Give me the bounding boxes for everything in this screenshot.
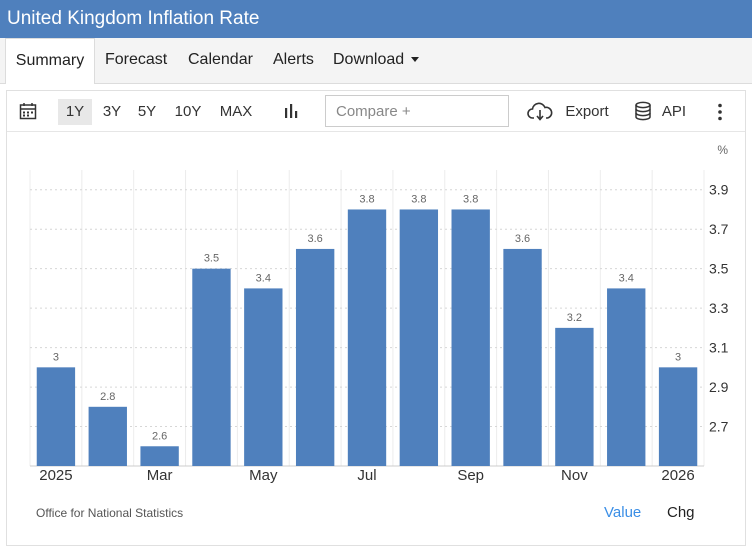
compare-input[interactable]	[325, 95, 509, 127]
bar[interactable]	[88, 406, 127, 466]
bar[interactable]	[607, 288, 646, 466]
database-icon[interactable]	[634, 101, 652, 121]
bar-value-label: 2.6	[152, 430, 167, 442]
tab-calendar[interactable]: Calendar	[188, 51, 253, 68]
bar[interactable]	[192, 268, 231, 466]
bar[interactable]	[555, 327, 594, 466]
bar[interactable]	[451, 209, 490, 466]
bar[interactable]	[295, 248, 335, 466]
x-tick-label: 2026	[661, 467, 694, 484]
bar-value-label: 3	[53, 351, 59, 363]
chart-y-axis: 2.7 2.9 3.1 3.3 3.5 3.7 3.9	[709, 182, 729, 435]
bar-value-label: 3.4	[256, 272, 271, 284]
cloud-download-icon[interactable]	[527, 102, 553, 122]
bar-value-label: 3.6	[515, 233, 530, 245]
chart-bars	[36, 209, 698, 466]
tab-alerts[interactable]: Alerts	[273, 51, 314, 68]
y-tick-label: 2.9	[709, 379, 729, 395]
bar-value-label: 3.8	[359, 193, 374, 205]
chart-x-axis: 2025 Mar May Jul Sep Nov 2026	[39, 467, 695, 484]
y-tick-label: 2.7	[709, 419, 729, 435]
range-1y-button[interactable]: 1Y	[58, 99, 92, 125]
x-tick-label: Sep	[457, 467, 484, 484]
x-tick-label: May	[249, 467, 278, 484]
bar-value-label: 3.8	[411, 193, 426, 205]
bar[interactable]	[36, 367, 76, 466]
tab-bar: Summary Forecast Calendar Alerts Downloa…	[0, 38, 752, 84]
range-max-button[interactable]: MAX	[219, 103, 253, 120]
bar[interactable]	[244, 288, 283, 466]
calendar-icon[interactable]	[19, 102, 37, 120]
y-tick-label: 3.3	[709, 300, 729, 316]
bar-value-label: 3.6	[308, 233, 323, 245]
tab-download-label: Download	[333, 51, 405, 68]
tab-summary[interactable]: Summary	[5, 38, 95, 84]
value-toggle[interactable]: Value	[604, 504, 642, 521]
range-10y-button[interactable]: 10Y	[174, 103, 202, 120]
bar[interactable]	[140, 446, 179, 466]
page-title: United Kingdom Inflation Rate	[0, 0, 752, 38]
x-tick-label: 2025	[39, 467, 72, 484]
chart-data-labels: 3 2.8 2.6 3.5 3.4 3.6 3.8 3.8 3.8 3.6 3.2 3.4 3	[53, 193, 681, 442]
y-tick-label: 3.5	[709, 261, 729, 277]
bar[interactable]	[658, 367, 698, 466]
range-3y-button[interactable]: 3Y	[102, 103, 122, 120]
tab-forecast[interactable]: Forecast	[105, 51, 168, 68]
bar[interactable]	[347, 209, 387, 466]
export-button[interactable]: Export	[565, 103, 609, 120]
bar-value-label: 2.8	[100, 391, 115, 403]
x-tick-label: Mar	[147, 467, 173, 484]
y-unit-label: %	[717, 143, 728, 157]
chevron-down-icon	[411, 57, 420, 63]
chart-toolbar: 1Y 3Y 5Y 10Y MAX Export API	[7, 91, 745, 132]
bar[interactable]	[503, 248, 542, 466]
y-tick-label: 3.1	[709, 340, 729, 356]
more-vertical-icon[interactable]	[717, 103, 723, 121]
bar-value-label: 3.5	[204, 253, 219, 265]
x-tick-label: Jul	[357, 467, 376, 484]
tab-download[interactable]: Download	[333, 38, 420, 84]
x-tick-label: Nov	[561, 467, 588, 484]
y-tick-label: 3.7	[709, 221, 729, 237]
api-button[interactable]: API	[661, 103, 687, 120]
y-tick-label: 3.9	[709, 182, 729, 198]
bar-value-label: 3.8	[463, 193, 478, 205]
chg-toggle[interactable]: Chg	[667, 504, 695, 521]
range-5y-button[interactable]: 5Y	[137, 103, 157, 120]
bar-chart-icon[interactable]	[283, 103, 299, 119]
bar-value-label: 3.4	[619, 272, 634, 284]
bar-value-label: 3	[675, 351, 681, 363]
source-label: Office for National Statistics	[36, 506, 184, 520]
bar-value-label: 3.2	[567, 312, 582, 324]
bar[interactable]	[399, 209, 439, 466]
